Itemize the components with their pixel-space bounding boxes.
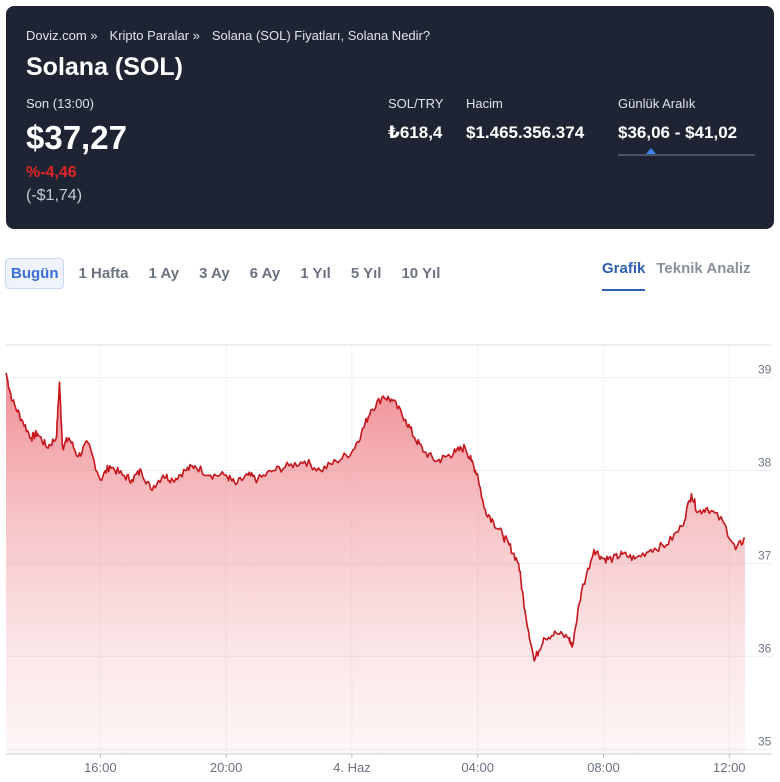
price-chart[interactable]: 35 36 37 38 39 16:00 20:00 4. Haz 04:00 08:00 12:0…: [0, 330, 780, 782]
breadcrumb: Doviz.com » Kripto Paralar » Solana (SOL…: [26, 28, 431, 43]
tab-chart-view[interactable]: Grafik: [602, 260, 646, 291]
change-percent: %-4,46: [26, 164, 77, 181]
breadcrumb-doviz[interactable]: Doviz.com: [26, 28, 87, 43]
stat-volume-label: Hacim: [466, 96, 503, 111]
y-tick-label: 36: [758, 641, 772, 655]
stat-sol-try-label: SOL/TRY: [388, 96, 444, 111]
tab-period-6-months[interactable]: 6 Ay: [249, 265, 281, 282]
stat-volume: Hacim $1.465.356.374: [466, 96, 584, 143]
stat-daily-range-label: Günlük Aralık: [618, 96, 696, 111]
x-tick-label: 4. Haz: [333, 760, 371, 775]
tab-period-1-month[interactable]: 1 Ay: [148, 265, 180, 282]
tab-technical-analysis[interactable]: Teknik Analiz: [656, 260, 751, 277]
period-tabs: Bugün 1 Hafta 1 Ay 3 Ay 6 Ay 1 Yıl 5 Yıl…: [5, 258, 454, 289]
breadcrumb-kripto[interactable]: Kripto Paralar: [109, 28, 190, 43]
change-absolute: (-$1,74): [26, 187, 83, 204]
summary-card: Doviz.com » Kripto Paralar » Solana (SOL…: [6, 6, 774, 229]
stat-daily-range-value: $36,06 - $41,02: [618, 123, 738, 142]
daily-range-bar: [618, 148, 755, 156]
x-tick-label: 20:00: [210, 760, 243, 775]
y-tick-label: 37: [758, 548, 772, 562]
view-tabs: Grafik Teknik Analiz: [602, 260, 751, 291]
x-tick-label: 12:00: [713, 760, 746, 775]
y-tick-label: 38: [758, 455, 772, 469]
tab-period-10-years[interactable]: 10 Yıl: [401, 265, 441, 282]
x-tick-label: 08:00: [587, 760, 620, 775]
tab-period-1-year[interactable]: 1 Yıl: [300, 265, 331, 282]
tab-period-3-months[interactable]: 3 Ay: [199, 265, 230, 282]
tab-period-today[interactable]: Bugün: [5, 258, 65, 289]
stat-volume-value: $1.465.356.374: [466, 123, 585, 142]
daily-range-marker-icon: [645, 148, 656, 154]
x-tick-label: 04:00: [461, 760, 494, 775]
stat-sol-try-value: ₺618,4: [388, 123, 443, 142]
price-line: [5, 372, 745, 662]
tab-period-1-week[interactable]: 1 Hafta: [78, 265, 129, 282]
price-area: [6, 372, 745, 754]
tab-period-5-years[interactable]: 5 Yıl: [350, 265, 382, 282]
x-tick-label: 16:00: [84, 760, 117, 775]
breadcrumb-current[interactable]: Solana (SOL) Fiyatları, Solana Nedir?: [211, 28, 431, 43]
stat-daily-range: Günlük Aralık $36,06 - $41,02: [618, 96, 737, 143]
last-price: $37,27: [26, 119, 127, 156]
y-tick-label: 35: [758, 734, 772, 748]
page-title: Solana (SOL): [26, 53, 183, 81]
last-price-label: Son (13:00): [26, 96, 94, 111]
y-tick-label: 39: [758, 363, 772, 377]
stat-sol-try: SOL/TRY ₺618,4: [388, 96, 443, 143]
